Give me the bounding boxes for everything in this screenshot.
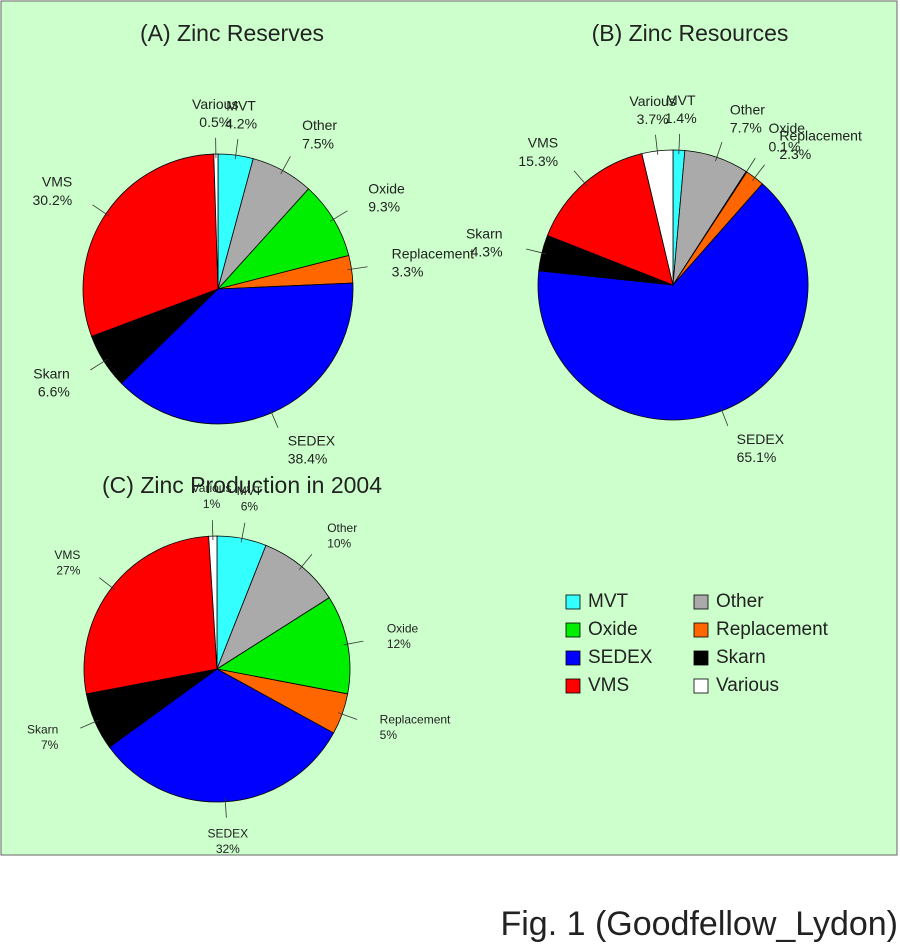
- slice-value: 10%: [327, 536, 351, 550]
- slice-value: 5%: [380, 728, 398, 742]
- leader-line: [280, 156, 291, 175]
- slice-label: Other: [327, 521, 357, 535]
- slice-value: 0.5%: [199, 114, 231, 130]
- leader-line: [269, 409, 279, 428]
- leader-line: [329, 210, 348, 222]
- leader-line: [234, 139, 239, 160]
- slice-value: 0.1%: [769, 138, 801, 154]
- slice-label: Various: [629, 93, 675, 109]
- slice-value: 6.6%: [38, 384, 70, 400]
- leader-line: [338, 712, 358, 720]
- leader-line: [678, 133, 681, 155]
- leader-line: [211, 520, 214, 541]
- leader-line: [298, 553, 313, 570]
- leader-line: [347, 266, 368, 271]
- slice-value: 32%: [216, 842, 240, 856]
- slice-label: SEDEX: [208, 827, 249, 841]
- leader-line: [90, 358, 108, 371]
- slice-value: 4.3%: [471, 244, 503, 260]
- caption: Fig. 1 (Goodfellow_Lydon): [500, 905, 898, 943]
- leader-line: [573, 170, 588, 187]
- slice-label: Replacement: [392, 245, 475, 261]
- slice-label: MVT: [237, 484, 263, 498]
- slice-label: Various: [192, 481, 232, 495]
- leader-line: [743, 157, 756, 176]
- legend-label: VMS: [588, 675, 629, 696]
- slice-value: 7.7%: [730, 119, 762, 135]
- legend-swatch: [693, 678, 709, 694]
- slice-value: 30.2%: [33, 192, 73, 208]
- slice-label: MVT: [666, 92, 696, 108]
- slice-label: VMS: [528, 135, 558, 151]
- slice-value: 38.4%: [288, 451, 328, 467]
- slice-value: 4.2%: [225, 116, 257, 132]
- legend-label: Skarn: [716, 647, 766, 668]
- slice-label: Other: [302, 117, 337, 133]
- slice-label: Oxide: [387, 622, 419, 636]
- legend-swatch: [565, 678, 581, 694]
- leader-line: [240, 522, 246, 543]
- slice-label: SEDEX: [737, 431, 785, 447]
- leader-line: [720, 406, 729, 427]
- leader-line: [343, 640, 364, 646]
- slice-label: Skarn: [33, 365, 70, 381]
- slice-value: 1.4%: [665, 110, 697, 126]
- legend-swatch: [565, 594, 581, 610]
- legend-label: Oxide: [588, 619, 638, 640]
- leader-line: [526, 248, 546, 255]
- slice-label: Oxide: [368, 181, 405, 197]
- slice-value: 3.7%: [637, 111, 669, 127]
- slice-value: 1%: [203, 497, 221, 511]
- leader-line: [92, 204, 110, 217]
- leader-line: [655, 134, 659, 155]
- legend-label: Other: [716, 591, 764, 612]
- slice-value: 7.5%: [302, 135, 334, 151]
- chart-title: (B) Zinc Resources: [592, 20, 789, 46]
- legend-swatch: [565, 650, 581, 666]
- slice-label: Oxide: [769, 120, 806, 136]
- leader-line: [224, 797, 227, 818]
- slice-value: 6%: [241, 500, 259, 514]
- chart-title: (A) Zinc Reserves: [140, 20, 324, 46]
- legend-swatch: [693, 622, 709, 638]
- slice-label: MVT: [226, 97, 256, 113]
- slice-value: 15.3%: [518, 153, 558, 169]
- slice-value: 2.3%: [779, 146, 811, 162]
- legend-label: SEDEX: [588, 647, 653, 668]
- slice-label: VMS: [42, 174, 72, 190]
- slice-value: 65.1%: [737, 449, 777, 465]
- slice-value: 3.3%: [392, 264, 424, 280]
- chart-title: (C) Zinc Production in 2004: [102, 472, 382, 498]
- slice-label: Skarn: [466, 225, 503, 241]
- slice-label: Skarn: [27, 723, 58, 737]
- slice-label: Other: [730, 101, 765, 117]
- leader-line: [80, 719, 99, 729]
- legend-swatch: [693, 594, 709, 610]
- slice-label: Replacement: [779, 128, 862, 144]
- slice-value: 7%: [41, 738, 59, 752]
- slice-value: 27%: [56, 564, 80, 578]
- legend-swatch: [565, 622, 581, 638]
- leader-line: [752, 164, 765, 182]
- legend-label: MVT: [588, 591, 629, 612]
- slice-label: Various: [192, 96, 238, 112]
- slice-label: SEDEX: [288, 432, 336, 448]
- slice-label: Replacement: [380, 713, 451, 727]
- slice-value: 12%: [387, 637, 411, 651]
- slice-label: VMS: [54, 548, 80, 562]
- legend-label: Various: [716, 675, 779, 696]
- leader-line: [715, 141, 723, 162]
- leader-line: [99, 577, 116, 591]
- slice-value: 9.3%: [368, 199, 400, 215]
- legend-swatch: [693, 650, 709, 666]
- legend-label: Replacement: [716, 619, 829, 640]
